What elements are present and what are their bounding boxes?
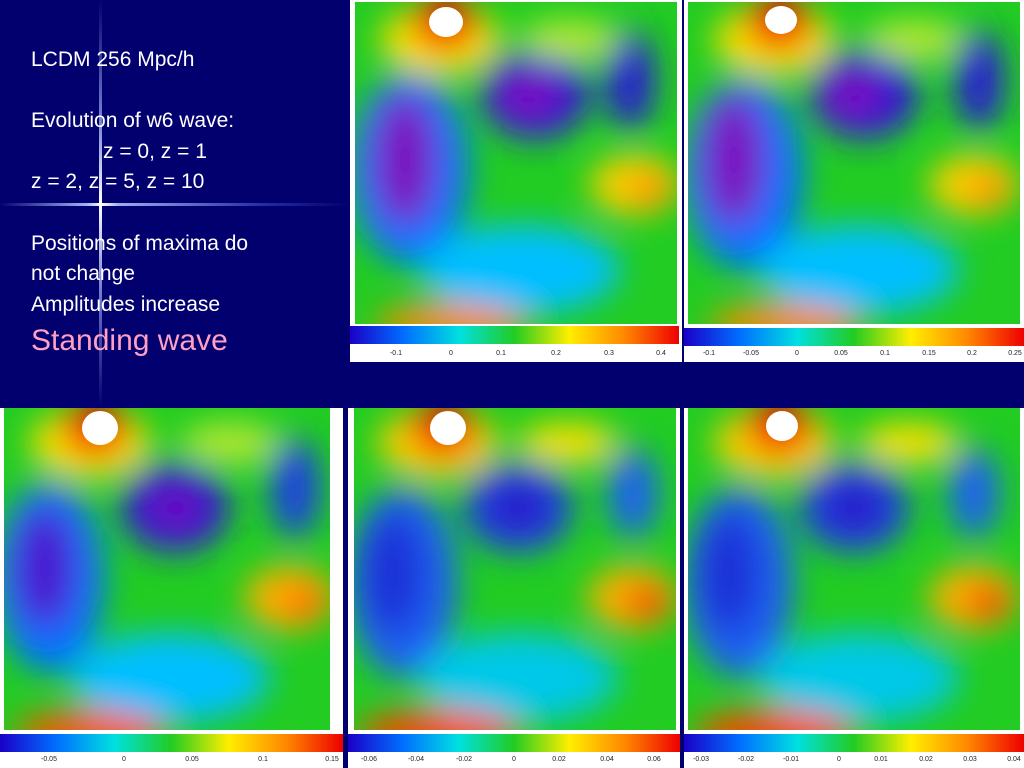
maxima-line-1: Positions of maxima do: [31, 232, 249, 255]
colorbar: [350, 326, 679, 344]
tick-label: 0.1: [880, 350, 890, 357]
lens-flare-vertical: [99, 0, 102, 407]
tick-label: 0.15: [325, 756, 339, 763]
tick-label: 0.02: [919, 756, 933, 763]
tick-label: 0.2: [967, 350, 977, 357]
density-map-panel-z10: -0.03 -0.02 -0.01 0 0.01 0.02 0.03 0.04: [684, 408, 1024, 768]
tick-label: 0.04: [1007, 756, 1021, 763]
density-map-z5: [354, 408, 676, 730]
lens-flare-horizontal: [0, 203, 350, 206]
tick-label: -0.04: [408, 756, 424, 763]
amplitudes-line: Amplitudes increase: [31, 293, 221, 316]
colorbar-ticks: -0.1 0 0.1 0.2 0.3 0.4: [350, 350, 682, 362]
tick-label: 0.1: [496, 350, 506, 357]
colorbar-ticks: -0.1 -0.05 0 0.05 0.1 0.15 0.2 0.25: [684, 350, 1024, 362]
density-map-z1: [688, 2, 1020, 324]
density-map-panel-z2: -0.05 0 0.05 0.1 0.15: [0, 408, 343, 768]
colorbar-ticks: -0.03 -0.02 -0.01 0 0.01 0.02 0.03 0.04: [684, 756, 1024, 768]
tick-label: 0.03: [963, 756, 977, 763]
tick-label: 0.4: [656, 350, 666, 357]
density-map-z0: [355, 2, 677, 324]
tick-label: -0.05: [743, 350, 759, 357]
tick-label: 0.15: [922, 350, 936, 357]
tick-label: 0.05: [185, 756, 199, 763]
tick-label: -0.06: [361, 756, 377, 763]
slide-text-panel: LCDM 256 Mpc/h Evolution of w6 wave: z =…: [0, 0, 350, 407]
redshift-line-1: z = 0, z = 1: [103, 140, 207, 163]
colorbar-ticks: -0.06 -0.04 -0.02 0 0.02 0.04 0.06: [348, 756, 680, 768]
tick-label: 0.25: [1008, 350, 1022, 357]
density-map-panel-z5: -0.06 -0.04 -0.02 0 0.02 0.04 0.06: [348, 408, 680, 768]
tick-label: -0.02: [738, 756, 754, 763]
colorbar: [684, 328, 1024, 346]
tick-label: -0.1: [702, 350, 716, 357]
title-line: LCDM 256 Mpc/h: [31, 48, 195, 71]
density-map-z2: [4, 408, 330, 730]
tick-label: 0.06: [647, 756, 661, 763]
colorbar: [0, 734, 343, 752]
tick-label: 0: [795, 350, 799, 357]
maxima-line-2: not change: [31, 262, 135, 285]
tick-label: -0.03: [693, 756, 709, 763]
tick-label: 0.2: [551, 350, 561, 357]
density-map-panel-z1: -0.1 -0.05 0 0.05 0.1 0.15 0.2 0.25: [684, 0, 1024, 362]
density-map-panel-z0: -0.1 0 0.1 0.2 0.3 0.4: [350, 0, 682, 362]
tick-label: -0.1: [389, 350, 403, 357]
tick-label: 0.3: [604, 350, 614, 357]
colorbar-ticks: -0.05 0 0.05 0.1 0.15: [0, 756, 343, 768]
tick-label: 0.05: [834, 350, 848, 357]
density-map-z10: [688, 408, 1020, 730]
tick-label: 0.1: [258, 756, 268, 763]
redshift-line-2: z = 2, z = 5, z = 10: [31, 170, 205, 193]
tick-label: -0.01: [783, 756, 799, 763]
tick-label: 0: [512, 756, 516, 763]
tick-label: 0.01: [874, 756, 888, 763]
colorbar: [348, 734, 680, 752]
tick-label: 0: [122, 756, 126, 763]
tick-label: 0: [837, 756, 841, 763]
tick-label: -0.05: [41, 756, 57, 763]
colorbar: [684, 734, 1024, 752]
tick-label: 0: [449, 350, 453, 357]
tick-label: 0.04: [600, 756, 614, 763]
standing-wave-label: Standing wave: [31, 324, 228, 357]
tick-label: -0.02: [456, 756, 472, 763]
evolution-heading: Evolution of w6 wave:: [31, 109, 235, 132]
tick-label: 0.02: [552, 756, 566, 763]
